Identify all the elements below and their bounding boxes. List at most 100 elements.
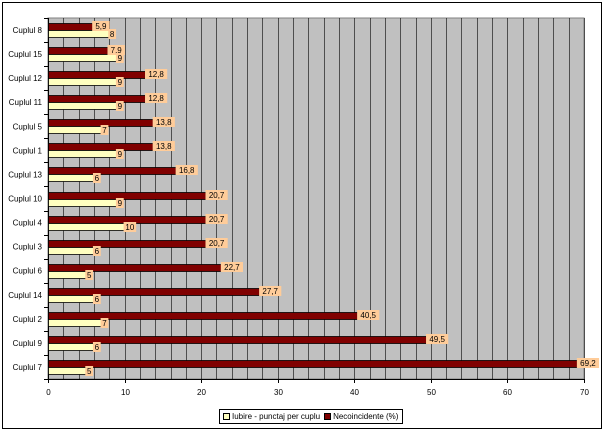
data-label-iubire-bg xyxy=(92,173,101,183)
x-tick-label: 20 xyxy=(197,388,206,397)
data-label-iubire-bg xyxy=(85,270,94,280)
data-label-necoincidente: 22,7 xyxy=(224,263,240,272)
data-label-necoincidente: 49,5 xyxy=(429,335,445,344)
bar-necoincidente xyxy=(48,336,428,344)
bar-iubire xyxy=(48,78,118,86)
data-label-iubire-bg xyxy=(123,222,137,232)
bar-iubire xyxy=(48,102,118,110)
data-label-iubire-bg xyxy=(115,101,124,111)
category-label: Cuplul 10 xyxy=(8,195,42,204)
data-label-iubire: 6 xyxy=(95,247,100,256)
legend-label: Iubire - punctaj per cuplu xyxy=(232,412,321,421)
data-label-necoincidente-bg xyxy=(107,45,125,55)
bar-iubire xyxy=(48,295,95,303)
data-label-iubire: 7 xyxy=(102,126,107,135)
bar-iubire xyxy=(48,343,95,351)
data-label-iubire-bg xyxy=(115,53,124,63)
data-label-iubire-bg xyxy=(92,246,101,256)
bar-necoincidente xyxy=(48,360,579,368)
bar-necoincidente xyxy=(48,312,360,320)
data-label-iubire-bg xyxy=(92,342,101,352)
data-label-iubire: 5 xyxy=(87,271,92,280)
data-label-necoincidente-bg xyxy=(152,141,175,151)
data-label-iubire: 9 xyxy=(118,54,123,63)
data-label-necoincidente: 69,2 xyxy=(580,359,596,368)
data-label-iubire: 9 xyxy=(118,102,123,111)
data-label-necoincidente: 20,7 xyxy=(209,239,225,248)
data-label-iubire: 6 xyxy=(95,174,100,183)
bar-necoincidente xyxy=(48,95,147,103)
data-label-necoincidente-bg xyxy=(145,69,168,79)
data-label-necoincidente: 13,8 xyxy=(156,142,172,151)
x-tick-label: 30 xyxy=(274,388,283,397)
bar-iubire xyxy=(48,30,111,38)
data-label-iubire: 6 xyxy=(95,343,100,352)
x-tick-label: 70 xyxy=(580,388,589,397)
data-label-necoincidente: 40,5 xyxy=(360,311,376,320)
category-label: Cuplul 12 xyxy=(8,74,42,83)
data-label-iubire: 9 xyxy=(118,199,123,208)
data-label-iubire-bg xyxy=(85,366,94,376)
bar-necoincidente xyxy=(48,288,262,296)
data-label-necoincidente: 7,9 xyxy=(111,46,123,55)
data-label-iubire-bg xyxy=(100,125,109,135)
x-tick-label: 10 xyxy=(121,388,130,397)
bar-iubire xyxy=(48,54,118,62)
bar-necoincidente xyxy=(48,47,110,55)
bar-necoincidente xyxy=(48,167,178,175)
bar-necoincidente xyxy=(48,240,208,248)
category-label: Cuplul 6 xyxy=(13,267,43,276)
data-label-necoincidente-bg xyxy=(175,165,198,175)
category-label: Cuplul 3 xyxy=(13,243,43,252)
data-label-necoincidente: 20,7 xyxy=(209,215,225,224)
data-label-iubire: 8 xyxy=(110,30,115,39)
x-tick-label: 50 xyxy=(427,388,436,397)
data-label-iubire: 6 xyxy=(95,295,100,304)
data-label-necoincidente: 12,8 xyxy=(148,70,164,79)
legend-swatch xyxy=(324,413,332,420)
bar-necoincidente xyxy=(48,143,155,151)
legend-swatch xyxy=(223,413,230,420)
data-label-necoincidente-bg xyxy=(152,117,175,127)
category-label: Cuplul 4 xyxy=(13,219,43,228)
bar-necoincidente xyxy=(48,71,147,79)
bar-iubire xyxy=(48,247,95,255)
category-label: Cuplul 11 xyxy=(9,98,43,107)
legend-label: Necoincidente (%) xyxy=(333,412,399,421)
chart-legend: Iubire - punctaj per cuplu Necoincidente … xyxy=(219,409,404,424)
bar-iubire xyxy=(48,199,118,207)
data-label-necoincidente-bg xyxy=(205,214,228,224)
data-label-necoincidente-bg xyxy=(205,238,228,248)
data-label-iubire: 5 xyxy=(87,367,92,376)
bar-necoincidente xyxy=(48,192,208,200)
bar-iubire xyxy=(48,319,103,327)
data-label-necoincidente: 16,8 xyxy=(179,166,195,175)
category-label: Cuplul 13 xyxy=(8,170,42,179)
x-tick-label: 40 xyxy=(350,388,359,397)
bar-iubire xyxy=(48,150,118,158)
data-label-iubire: 7 xyxy=(102,319,107,328)
data-label-necoincidente: 12,8 xyxy=(148,94,164,103)
data-label-iubire-bg xyxy=(100,318,109,328)
data-label-necoincidente-bg xyxy=(92,21,110,31)
data-label-iubire-bg xyxy=(115,77,124,87)
data-label-necoincidente-bg xyxy=(426,334,449,344)
bar-iubire xyxy=(48,367,88,375)
legend-item: Necoincidente (%) xyxy=(324,412,398,421)
bar-iubire xyxy=(48,271,88,279)
legend-item: Iubire - punctaj per cuplu xyxy=(223,412,320,421)
category-label: Cuplul 5 xyxy=(13,122,43,131)
x-tick-label: 60 xyxy=(503,388,512,397)
data-label-necoincidente: 20,7 xyxy=(209,191,225,200)
data-label-iubire: 10 xyxy=(125,223,134,232)
data-label-iubire: 9 xyxy=(118,150,123,159)
data-label-necoincidente-bg xyxy=(205,190,228,200)
data-label-necoincidente-bg xyxy=(576,358,600,368)
category-label: Cuplul 2 xyxy=(13,315,43,324)
bar-necoincidente xyxy=(48,23,95,31)
bar-iubire xyxy=(48,126,103,134)
bar-necoincidente xyxy=(48,264,223,272)
data-label-necoincidente-bg xyxy=(220,262,244,272)
bar-iubire xyxy=(48,174,95,182)
bar-iubire xyxy=(48,223,126,231)
